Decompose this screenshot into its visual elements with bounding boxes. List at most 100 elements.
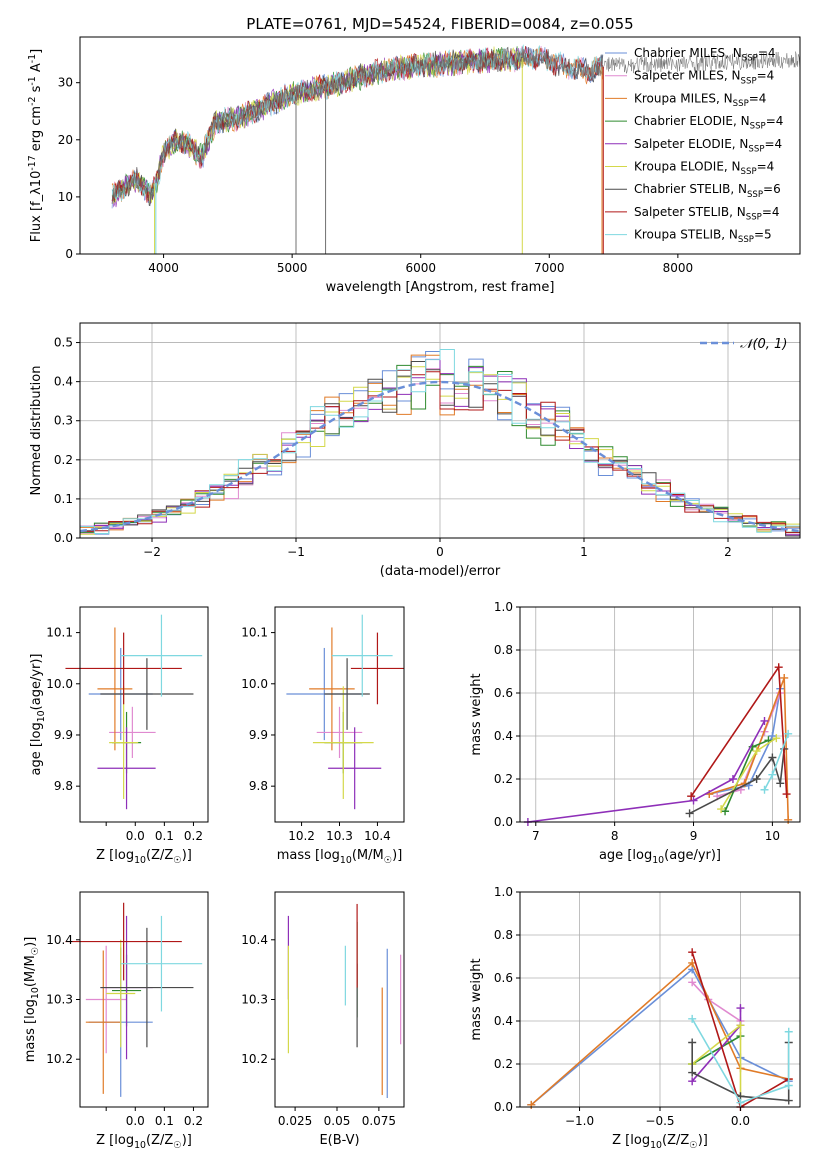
- legend-label-chabrier-stelib: Chabrier STELIB, NSSP​=6: [634, 182, 781, 200]
- x-axis-label: Z [log10​(Z/Z☉​)]: [612, 1133, 708, 1151]
- y-tick-label: 9.9: [54, 728, 73, 742]
- errorbar-kroupa-elodie: [312, 686, 374, 799]
- errorbar-salpeter-miles: [109, 706, 156, 759]
- mass_vs_Z-panel: 0.0 0.1 0.2 10.2 10.3 10.4 Z [log10​(Z/Z☉​)] ma…: [23, 891, 209, 1151]
- weight-line-salpeter-elodie: [527, 720, 766, 823]
- weight-marker-kroupa-stelib: [784, 1081, 793, 1090]
- age_vs_Z-panel: 0.0 0.1 0.2 9.8 9.9 10.0 10.1 Z [log10​(Z/Z☉​)]…: [29, 606, 209, 866]
- residuals-panel: −2 −1 0 1 2 0.0 0.1 0.2 0.3 0.4 0.5 (data-model)/er…: [29, 322, 801, 579]
- x-axis-label: E(B-V): [319, 1133, 359, 1148]
- y-tick-label: 0.5: [54, 336, 73, 350]
- figure-title: PLATE=0761, MJD=54524, FIBERID=0084, z=0…: [246, 15, 633, 33]
- errorbar-kroupa-stelib: [120, 614, 203, 697]
- errorbar-kroupa-elodie: [106, 939, 136, 1048]
- y-axis-label: mass weight: [469, 958, 484, 1040]
- errorbar-salpeter-stelib: [65, 902, 182, 981]
- y-tick-label: 0.4: [54, 375, 73, 389]
- x-tick-label: 10.2: [288, 829, 315, 843]
- legend-label-salpeter-miles: Salpeter MILES, NSSP​=4: [634, 69, 774, 87]
- y-tick-label: 30: [58, 76, 73, 90]
- weight-marker-kroupa-miles: [527, 1100, 536, 1109]
- y-axis-label: Normed distribution: [29, 366, 44, 496]
- x-tick-label: 10.3: [326, 829, 353, 843]
- y-axis-label: mass weight: [469, 673, 484, 755]
- y-tick-label: 0.8: [494, 928, 513, 942]
- weight_vs_Z-panel: −1.0 −0.5 0.0 0.0 0.2 0.4 0.6 0.8 1.0 Z [log10​(Z…: [469, 885, 801, 1151]
- y-tick-label: 20: [58, 133, 73, 147]
- weight-marker-chabrier-stelib: [784, 1096, 793, 1105]
- weight-marker-salpeter-elodie: [736, 1004, 745, 1013]
- weight-marker-kroupa-stelib: [760, 785, 769, 794]
- weight-marker-salpeter-elodie: [689, 796, 698, 805]
- x-axis-label: (data-model)/error: [380, 564, 501, 579]
- y-tick-label: 0.3: [54, 414, 73, 428]
- spectrum-line-kroupa-miles: [111, 46, 604, 202]
- x-tick-label: 0.0: [126, 1114, 145, 1128]
- x-tick-label: 6000: [405, 261, 436, 275]
- x-tick-label: 10.4: [364, 829, 391, 843]
- x-tick-label: −0.5: [645, 1114, 674, 1128]
- y-tick-label: 0.6: [494, 971, 513, 985]
- y-axis-label: mass [log10​(M/M☉​)]: [23, 937, 41, 1063]
- weight-marker-salpeter-stelib: [774, 663, 783, 672]
- legend-label-normal: 𝒩(0, 1): [740, 337, 787, 352]
- y-tick-label: 0.2: [54, 453, 73, 467]
- x-tick-label: 0.0: [126, 829, 145, 843]
- weight-marker-kroupa-stelib: [688, 1014, 697, 1023]
- errorbar-kroupa-stelib: [120, 915, 203, 1012]
- x-tick-label: −1.0: [565, 1114, 594, 1128]
- x-tick-label: 0.2: [184, 1114, 203, 1128]
- errorbar-salpeter-miles: [85, 945, 127, 1054]
- weight-marker-kroupa-elodie: [717, 805, 726, 814]
- y-tick-label: 10.0: [241, 677, 268, 691]
- errorbar-chabrier-stelib: [100, 927, 194, 1048]
- legend-label-salpeter-stelib: Salpeter STELIB, NSSP​=4: [634, 205, 780, 223]
- residuals-marks: [80, 349, 800, 537]
- weight_vs_age-marks: [523, 663, 793, 826]
- weight-marker-salpeter-stelib: [688, 948, 697, 957]
- errorbar-salpeter-stelib: [350, 632, 404, 705]
- mass_vs_EBV-marks: [287, 903, 402, 1099]
- weight-marker-salpeter-elodie: [760, 716, 769, 725]
- errorbar-salpeter-elodie: [97, 727, 156, 810]
- weight-line-chabrier-stelib: [689, 748, 785, 815]
- y-tick-label: 10.3: [241, 993, 268, 1007]
- x-tick-label: 8000: [663, 261, 694, 275]
- y-tick-label: 0.2: [494, 1057, 513, 1071]
- y-tick-label: 0.0: [494, 815, 513, 829]
- age_vs_mass-marks: [286, 614, 404, 810]
- x-tick-label: 9: [690, 829, 698, 843]
- y-axis-label: age [log10​(age/yr)]: [29, 653, 47, 775]
- weight-marker-chabrier-stelib: [776, 779, 785, 788]
- observed-spectrum-line: [111, 48, 800, 202]
- x-tick-label: 0.1: [155, 1114, 174, 1128]
- age_vs_Z-marks: [65, 614, 203, 810]
- x-tick-label: 0.0: [731, 1114, 750, 1128]
- weight-marker-salpeter-miles: [688, 978, 697, 987]
- spectrum-line-salpeter-elodie: [111, 47, 524, 208]
- errorbar-kroupa-miles: [97, 627, 133, 751]
- y-axis-label: Flux [f_λ10-17​ erg cm-2​ s-1​ A-1​]: [27, 49, 44, 242]
- weight-marker-salpeter-stelib: [687, 792, 696, 801]
- y-tick-label: 0.4: [494, 1014, 513, 1028]
- y-tick-label: 10.2: [241, 1052, 268, 1066]
- legend-label-kroupa-elodie: Kroupa ELODIE, NSSP​=4: [634, 160, 774, 178]
- weight-line-chabrier-miles: [709, 688, 782, 795]
- residual-hist-salpeter-elodie: [80, 358, 800, 536]
- weight-series-salpeter-miles: [688, 978, 745, 1025]
- errorbar-chabrier-stelib: [100, 658, 194, 730]
- y-tick-label: 0.1: [54, 492, 73, 506]
- x-tick-label: 0: [436, 545, 444, 559]
- y-tick-label: 10.4: [241, 933, 268, 947]
- weight-series-salpeter-elodie: [523, 716, 769, 826]
- x-tick-label: 7000: [534, 261, 565, 275]
- spectrum-marks: [111, 44, 800, 254]
- weight-marker-chabrier-stelib: [685, 809, 694, 818]
- x-tick-label: 8: [611, 829, 619, 843]
- spectrum-line-chabrier-elodie: [111, 46, 524, 204]
- mass_vs_Z-marks: [65, 902, 203, 1097]
- weight_vs_age-panel: 7 8 9 10 0.0 0.2 0.4 0.6 0.8 1.0 age [log10​(age/y…: [469, 600, 801, 866]
- spectrum-legend: Chabrier MILES, NSSP​=4 Salpeter MILES, N…: [605, 46, 783, 245]
- weight-marker-kroupa-miles: [780, 673, 789, 682]
